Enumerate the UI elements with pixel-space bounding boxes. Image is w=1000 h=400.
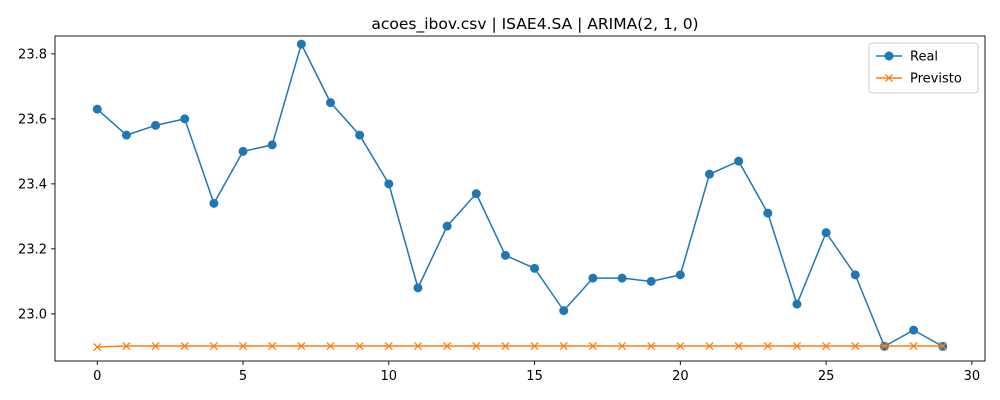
- data-point-previsto: [384, 341, 393, 351]
- data-point-previsto: [122, 341, 131, 351]
- data-point-real: [763, 208, 773, 218]
- data-point-previsto: [705, 341, 714, 351]
- legend-marker-previsto: [884, 73, 894, 83]
- data-point-previsto: [676, 341, 685, 351]
- x-tick-label: 25: [818, 369, 835, 384]
- data-point-previsto: [734, 341, 743, 351]
- data-point-previsto: [559, 341, 568, 351]
- y-tick-label: 23.4: [18, 177, 47, 192]
- series-line-real: [96, 43, 944, 348]
- data-point-real: [705, 169, 714, 179]
- data-point-real: [559, 306, 569, 316]
- data-point-real: [209, 198, 219, 208]
- data-point-real: [180, 114, 190, 124]
- y-tick-label: 23.2: [18, 242, 47, 257]
- data-point-real: [442, 221, 452, 231]
- y-tick-label: 23.0: [18, 307, 47, 322]
- data-point-real: [675, 270, 685, 280]
- x-tick-label: 0: [93, 369, 101, 384]
- data-point-real: [530, 263, 540, 273]
- y-tick-label: 23.8: [18, 47, 47, 62]
- data-point-previsto: [501, 341, 510, 351]
- legend: Real Previsto: [868, 42, 979, 94]
- data-point-real: [500, 250, 510, 260]
- data-point-real: [821, 228, 831, 238]
- plot-frame: [54, 35, 986, 362]
- data-point-real: [909, 325, 919, 335]
- data-point-previsto: [880, 341, 889, 351]
- data-point-previsto: [822, 341, 831, 351]
- x-tick-label: 5: [239, 369, 247, 384]
- data-point-real: [326, 98, 335, 108]
- data-point-real: [384, 179, 394, 189]
- data-point-real: [646, 276, 656, 286]
- data-point-real: [850, 270, 860, 280]
- series-line-previsto: [96, 345, 944, 348]
- data-point-real: [92, 104, 102, 114]
- legend-marker-real: [884, 51, 894, 61]
- data-point-real: [413, 283, 423, 293]
- data-point-previsto: [326, 341, 335, 351]
- data-point-real: [734, 156, 744, 166]
- data-point-previsto: [355, 341, 364, 351]
- data-point-previsto: [792, 341, 802, 351]
- data-point-real: [617, 273, 627, 283]
- data-point-previsto: [180, 341, 189, 351]
- y-tick-label: 23.6: [18, 112, 47, 127]
- data-point-previsto: [617, 341, 627, 351]
- data-point-previsto: [297, 341, 306, 351]
- data-point-previsto: [443, 341, 452, 351]
- legend-label-previsto: Previsto: [910, 72, 962, 87]
- chart-title: acoes_ibov.csv | ISAE4.SA | ARIMA(2, 1, …: [371, 15, 698, 34]
- data-point-previsto: [938, 341, 947, 351]
- data-point-real: [296, 39, 306, 49]
- data-point-real: [267, 140, 277, 150]
- data-point-previsto: [851, 341, 860, 351]
- data-point-previsto: [909, 341, 918, 351]
- legend-label-real: Real: [910, 50, 938, 65]
- data-point-previsto: [530, 341, 539, 351]
- x-tick-label: 10: [381, 369, 398, 384]
- data-point-real: [471, 189, 481, 199]
- data-point-previsto: [763, 341, 772, 351]
- data-point-previsto: [209, 341, 218, 351]
- data-point-previsto: [151, 341, 160, 351]
- data-point-previsto: [647, 341, 656, 351]
- data-point-previsto: [238, 341, 248, 351]
- data-point-real: [151, 120, 161, 130]
- data-point-previsto: [93, 342, 102, 352]
- data-point-real: [238, 146, 248, 156]
- data-point-real: [355, 130, 365, 140]
- data-point-real: [121, 130, 131, 140]
- data-point-previsto: [472, 341, 481, 351]
- x-tick-label: 30: [964, 369, 981, 384]
- x-tick-label: 20: [672, 369, 689, 384]
- data-point-previsto: [588, 341, 597, 351]
- data-point-real: [588, 273, 598, 283]
- x-tick-label: 15: [526, 369, 543, 384]
- plot-area: 0 5 10 15 20 25 30 23.0 23.2 23.4 23.6 23.8: [18, 35, 986, 384]
- data-point-previsto: [413, 341, 423, 351]
- data-point-real: [792, 299, 802, 309]
- data-point-previsto: [268, 341, 277, 351]
